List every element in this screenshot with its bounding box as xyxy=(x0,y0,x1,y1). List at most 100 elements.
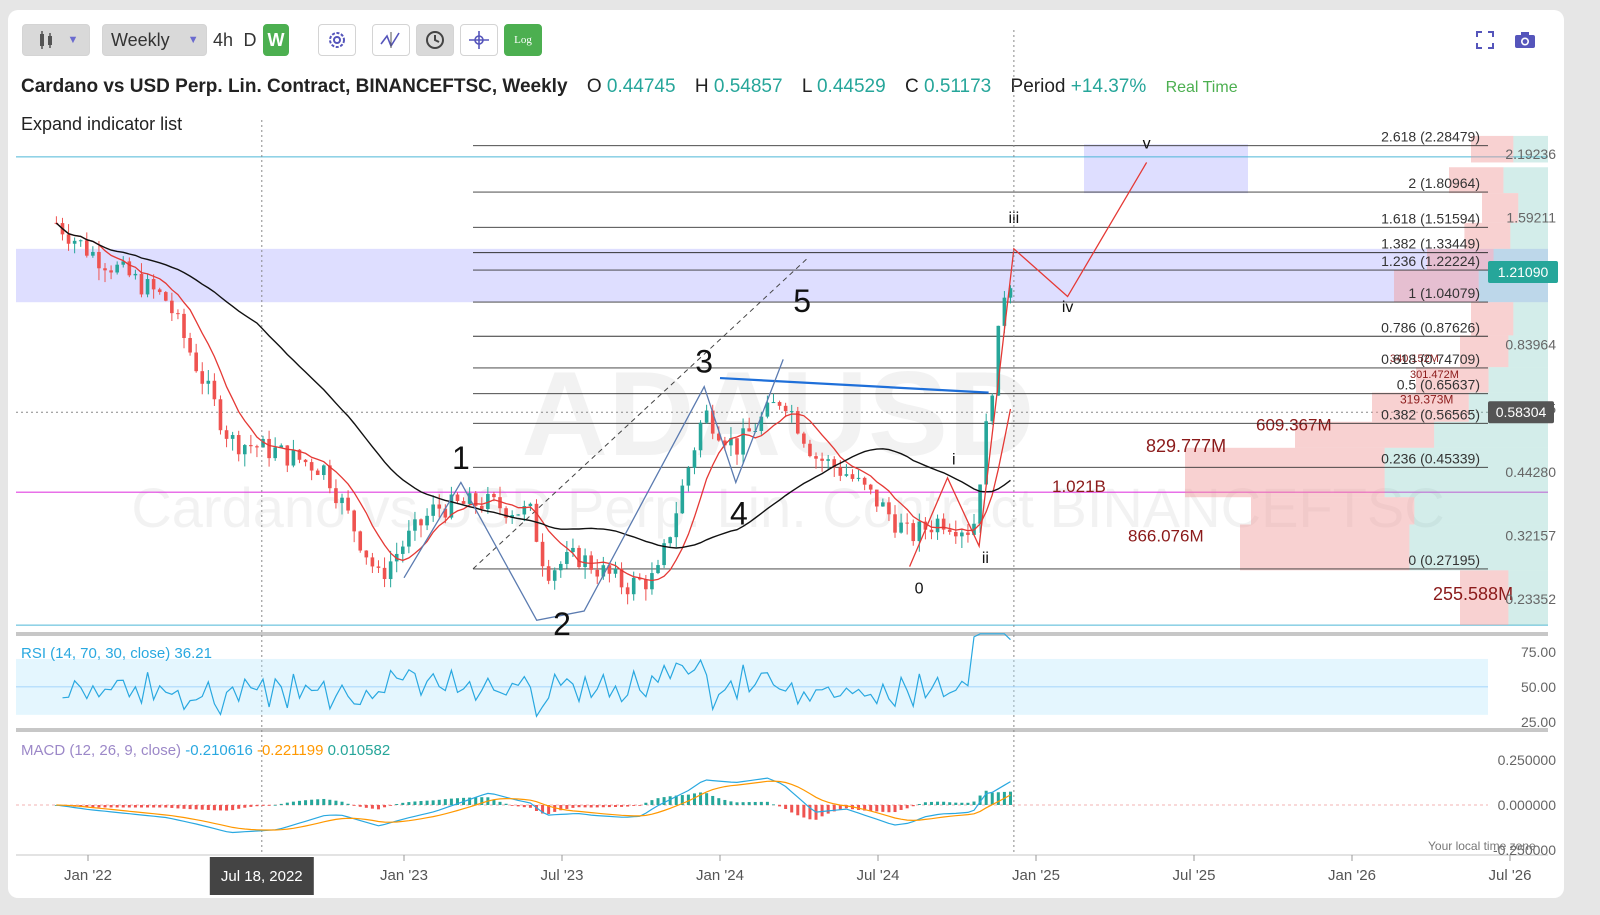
macd-histogram-bar xyxy=(480,797,484,805)
candle-body xyxy=(492,493,496,498)
volume-profile-label: 866.076M xyxy=(1128,527,1204,546)
macd-histogram-bar xyxy=(620,805,624,807)
fib-level-label: 1.382 (1.33449) xyxy=(1381,236,1480,252)
candle-body xyxy=(941,518,946,530)
candle-body xyxy=(747,428,751,432)
candle-body xyxy=(291,449,296,466)
macd-histogram-bar xyxy=(328,799,332,805)
chart-type-button[interactable]: ▼ xyxy=(22,24,90,56)
fullscreen-button[interactable] xyxy=(1470,24,1500,56)
candle-body xyxy=(303,459,308,463)
macd-histogram-bar xyxy=(304,800,308,805)
chevron-down-icon: ▼ xyxy=(187,34,199,46)
wave-label-5: 5 xyxy=(793,283,811,319)
macd-histogram-bar xyxy=(966,802,970,805)
candle-body xyxy=(990,395,995,422)
macd-histogram-bar xyxy=(541,805,545,814)
macd-histogram-bar xyxy=(638,805,642,806)
interval-w[interactable]: W xyxy=(263,24,289,56)
macd-histogram-bar xyxy=(802,805,806,818)
last-price-badge xyxy=(1488,260,1558,283)
candle-body xyxy=(1008,288,1013,298)
candle-body xyxy=(777,402,782,406)
candle-body xyxy=(947,529,952,532)
candle-body xyxy=(522,506,527,515)
candle-body xyxy=(656,565,660,574)
candle-body xyxy=(285,445,290,466)
high-value: 0.54857 xyxy=(713,76,783,97)
price-axis-label: 1.59211 xyxy=(1506,210,1556,226)
macd-histogram-bar xyxy=(808,805,812,820)
macd-histogram-bar xyxy=(194,805,198,810)
history-button[interactable] xyxy=(416,24,454,56)
candle-body xyxy=(710,410,715,434)
macd-histogram-bar xyxy=(468,797,472,805)
candle-body xyxy=(127,261,132,276)
macd-histogram-bar xyxy=(923,802,927,805)
candle-body xyxy=(437,504,442,509)
macd-histogram-bar xyxy=(632,805,636,806)
wave-label-v: v xyxy=(1143,136,1151,153)
gear-icon xyxy=(329,32,345,48)
settings-button[interactable] xyxy=(318,24,356,56)
candle-body xyxy=(838,467,843,476)
macd-histogram-bar xyxy=(322,798,326,805)
macd-histogram-bar xyxy=(231,805,235,811)
macd-histogram-bar xyxy=(109,805,113,808)
macd-histogram-bar xyxy=(735,802,739,805)
macd-histogram-bar xyxy=(626,805,630,807)
fib-level-label: 0.618 (0.74709) xyxy=(1381,351,1480,367)
fib-level-label: 0.236 (0.45339) xyxy=(1381,450,1480,466)
candle-body xyxy=(66,234,71,244)
candle-body xyxy=(832,459,837,468)
macd-histogram-bar xyxy=(340,801,344,805)
macd-histogram-bar xyxy=(796,805,800,816)
macd-value: -0.210616 xyxy=(185,742,257,759)
timeframe-select[interactable]: Weekly ▼ xyxy=(102,24,207,56)
macd-histogram-bar xyxy=(547,805,551,814)
candle-body xyxy=(631,577,636,595)
macd-histogram-bar xyxy=(936,801,940,805)
candle-body xyxy=(625,587,630,595)
candle-body xyxy=(236,435,241,455)
candle-body xyxy=(571,547,575,553)
macd-histogram-bar xyxy=(401,802,405,805)
candle-body xyxy=(255,446,259,448)
volume-profile-bar xyxy=(1513,302,1548,336)
candle-body xyxy=(923,521,928,530)
crosshair-button[interactable] xyxy=(460,24,498,56)
rsi-label: RSI (14, 70, 30, close) 36.21 xyxy=(21,645,212,662)
timeframe-value: Weekly xyxy=(111,29,170,50)
candle-body xyxy=(97,251,101,269)
expand-indicator-list[interactable]: Expand indicator list xyxy=(21,114,183,134)
volume-profile-bar xyxy=(1251,497,1415,525)
macd-histogram-bar xyxy=(741,802,745,805)
candle-body xyxy=(528,503,533,507)
candle-body xyxy=(893,514,897,533)
macd-histogram-bar xyxy=(984,790,988,805)
screenshot-button[interactable] xyxy=(1510,24,1540,56)
macd-histogram-bar xyxy=(516,805,520,807)
macd-histogram-bar xyxy=(200,805,204,810)
wave-label-1: 1 xyxy=(452,440,470,476)
macd-histogram-bar xyxy=(431,800,435,805)
wave-label-ii: ii xyxy=(982,550,989,567)
macd-histogram-bar xyxy=(212,805,216,811)
ema-long-line xyxy=(55,222,1011,549)
candle-body xyxy=(382,567,387,580)
candle-body xyxy=(407,530,411,547)
candle-body xyxy=(461,501,466,504)
macd-histogram-bar xyxy=(121,805,125,808)
macd-histogram-bar xyxy=(146,805,150,808)
interval-4h[interactable]: 4h xyxy=(208,24,238,56)
drawing-tool-button[interactable] xyxy=(372,24,410,56)
macd-histogram-bar xyxy=(565,805,569,809)
macd-histogram-bar xyxy=(425,800,429,805)
low-value: 0.44529 xyxy=(816,76,886,97)
interval-d[interactable]: D xyxy=(239,24,261,56)
log-scale-button[interactable]: Log xyxy=(504,24,542,56)
price-chart[interactable]: ADAUSD Cardano vs USD Perp. Lin. Contract… xyxy=(8,10,1564,898)
candle-body xyxy=(856,477,861,479)
macd-histogram-bar xyxy=(261,805,265,806)
candle-body xyxy=(376,566,381,568)
